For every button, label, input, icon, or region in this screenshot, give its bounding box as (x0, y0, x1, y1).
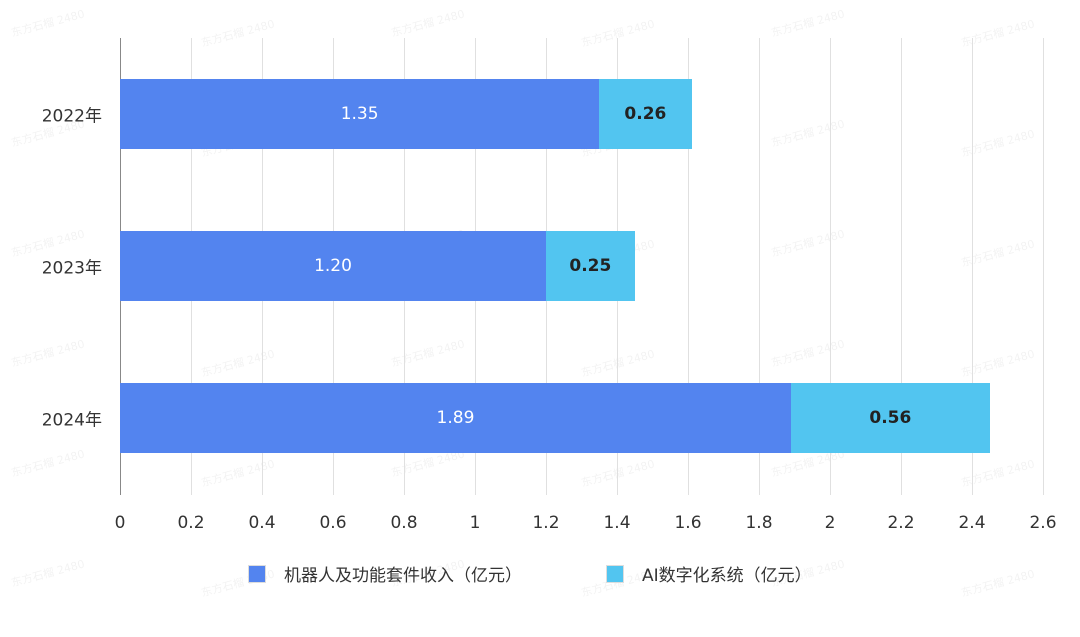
bar-segment: 0.26 (599, 79, 692, 149)
gridline (688, 38, 689, 495)
gridline (830, 38, 831, 495)
x-tick-label: 1.8 (745, 513, 773, 533)
x-tick-label: 2 (824, 513, 836, 533)
bar-segment: 0.25 (546, 231, 635, 301)
bar-segment: 1.89 (120, 383, 791, 453)
watermark-text: 东方石榴 2480 (959, 17, 1037, 50)
bar-segment: 1.35 (120, 79, 600, 149)
watermark-text: 东方石榴 2480 (199, 457, 277, 490)
x-tick-label: 0.2 (177, 513, 205, 533)
bar-value-label: 1.20 (314, 256, 352, 276)
bar-value-label: 0.26 (624, 104, 667, 124)
x-tick-label: 0 (114, 513, 126, 533)
gridline (901, 38, 902, 495)
gridline (972, 38, 973, 495)
watermark-text: 东方石榴 2480 (9, 337, 87, 370)
y-category-label: 2024年 (41, 410, 102, 431)
gridline (1043, 38, 1044, 495)
x-tick-label: 0.6 (319, 513, 347, 533)
y-category-label: 2023年 (41, 258, 102, 279)
watermark-text: 东方石榴 2480 (9, 447, 87, 480)
watermark-text: 东方石榴 2480 (199, 347, 277, 380)
x-tick-label: 2.6 (1029, 513, 1057, 533)
bar-value-label: 1.35 (340, 104, 379, 124)
watermark-text: 东方石榴 2480 (769, 227, 847, 260)
bar-value-label: 0.56 (869, 408, 912, 428)
bar-segment: 0.56 (790, 383, 990, 453)
bar-value-label: 1.89 (436, 408, 475, 428)
watermark-text: 东方石榴 2480 (9, 557, 87, 590)
y-category-label: 2022年 (41, 106, 102, 127)
legend-item[interactable]: 机器人及功能套件收入（亿元） (248, 561, 522, 586)
bar-value-label: 0.25 (569, 256, 612, 276)
watermark-text: 东方石榴 2480 (769, 117, 847, 150)
gridline (759, 38, 760, 495)
x-tick-label: 2.4 (958, 513, 986, 533)
x-tick-label: 2.2 (887, 513, 915, 533)
x-tick-label: 1.6 (674, 513, 702, 533)
bar-segment: 1.20 (120, 231, 546, 301)
watermark-text: 东方石榴 2480 (389, 7, 467, 40)
x-tick-label: 0.4 (248, 513, 276, 533)
watermark-text: 东方石榴 2480 (959, 567, 1037, 600)
watermark-text: 东方石榴 2480 (9, 7, 87, 40)
x-tick-label: 1.4 (603, 513, 631, 533)
watermark-text: 东方石榴 2480 (769, 7, 847, 40)
watermark-text: 东方石榴 2480 (769, 337, 847, 370)
x-tick-label: 1.2 (532, 513, 560, 533)
legend-item[interactable]: AI数字化系统（亿元） (606, 561, 812, 586)
watermark-text: 东方石榴 2480 (199, 17, 277, 50)
watermark-text: 东方石榴 2480 (959, 127, 1037, 160)
watermark-text: 东方石榴 2480 (959, 457, 1037, 490)
legend-swatch-icon (248, 564, 266, 583)
legend-label: 机器人及功能套件收入（亿元） (284, 566, 522, 586)
watermark-text: 东方石榴 2480 (959, 237, 1037, 270)
legend-label: AI数字化系统（亿元） (642, 566, 812, 586)
watermark-text: 东方石榴 2480 (959, 347, 1037, 380)
legend-swatch-icon (606, 564, 624, 583)
watermark-text: 东方石榴 2480 (389, 337, 467, 370)
x-tick-label: 1 (469, 513, 481, 533)
x-tick-label: 0.8 (390, 513, 418, 533)
